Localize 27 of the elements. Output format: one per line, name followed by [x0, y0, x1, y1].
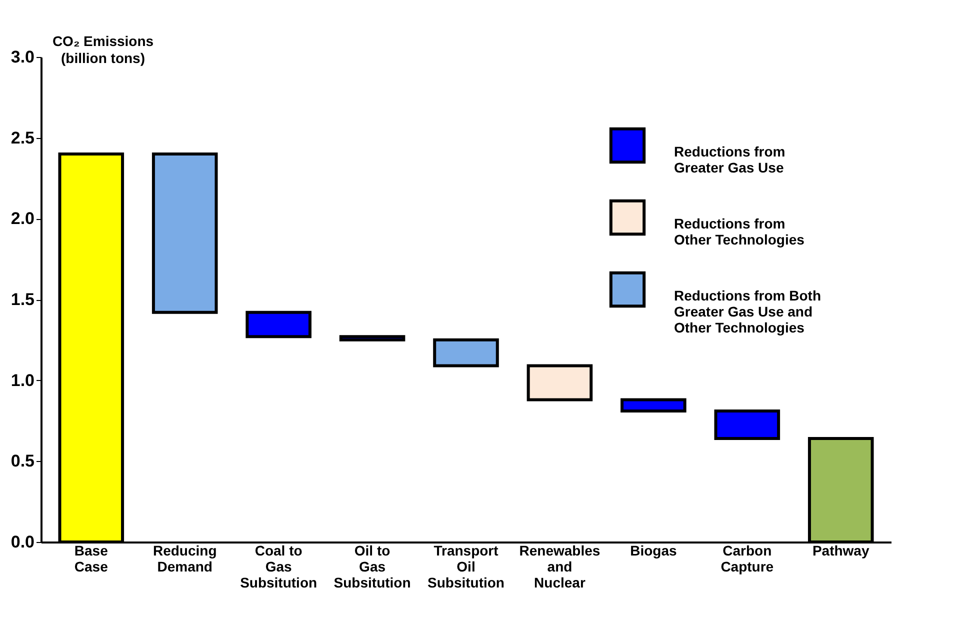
- x-tick-label: Transport Oil Subsitution: [428, 542, 504, 590]
- bar: [526, 364, 593, 402]
- legend-label: Reductions from Other Technologies: [674, 216, 805, 248]
- x-tick-label: Coal to Gas Subsitution: [240, 542, 318, 590]
- y-axis-title: CO₂ Emissions (billion tons): [52, 33, 154, 66]
- bar: [433, 338, 499, 368]
- y-tick-label: 1.0: [10, 370, 34, 390]
- x-tick-label: Base Case: [74, 542, 108, 574]
- x-tick-label: Reducing Demand: [152, 542, 217, 574]
- y-tick-label: 0.5: [10, 452, 34, 471]
- x-tick-label: Oil to Gas Subsitution: [334, 542, 411, 590]
- legend-label: Reductions from Both Greater Gas Use and Other Technologies: [674, 288, 821, 336]
- x-tick-label: Renewables and Nuclear: [519, 542, 600, 590]
- y-tick-label: 0.0: [10, 532, 34, 552]
- x-tick-label: Carbon Capture: [720, 542, 774, 574]
- x-tick-label: Pathway: [812, 542, 870, 558]
- bar: [246, 310, 312, 338]
- bar: [620, 398, 686, 413]
- y-tick-label: 2.0: [10, 209, 34, 228]
- bar: [714, 410, 780, 440]
- legend-label: Reductions from Greater Gas Use: [674, 144, 786, 176]
- bar: [152, 152, 218, 314]
- bar: [339, 335, 406, 342]
- x-tick-label: Biogas: [630, 542, 677, 558]
- y-tick-label: 1.5: [10, 290, 34, 309]
- y-tick-label: 3.0: [10, 48, 34, 66]
- y-tick-label: 2.5: [10, 128, 34, 148]
